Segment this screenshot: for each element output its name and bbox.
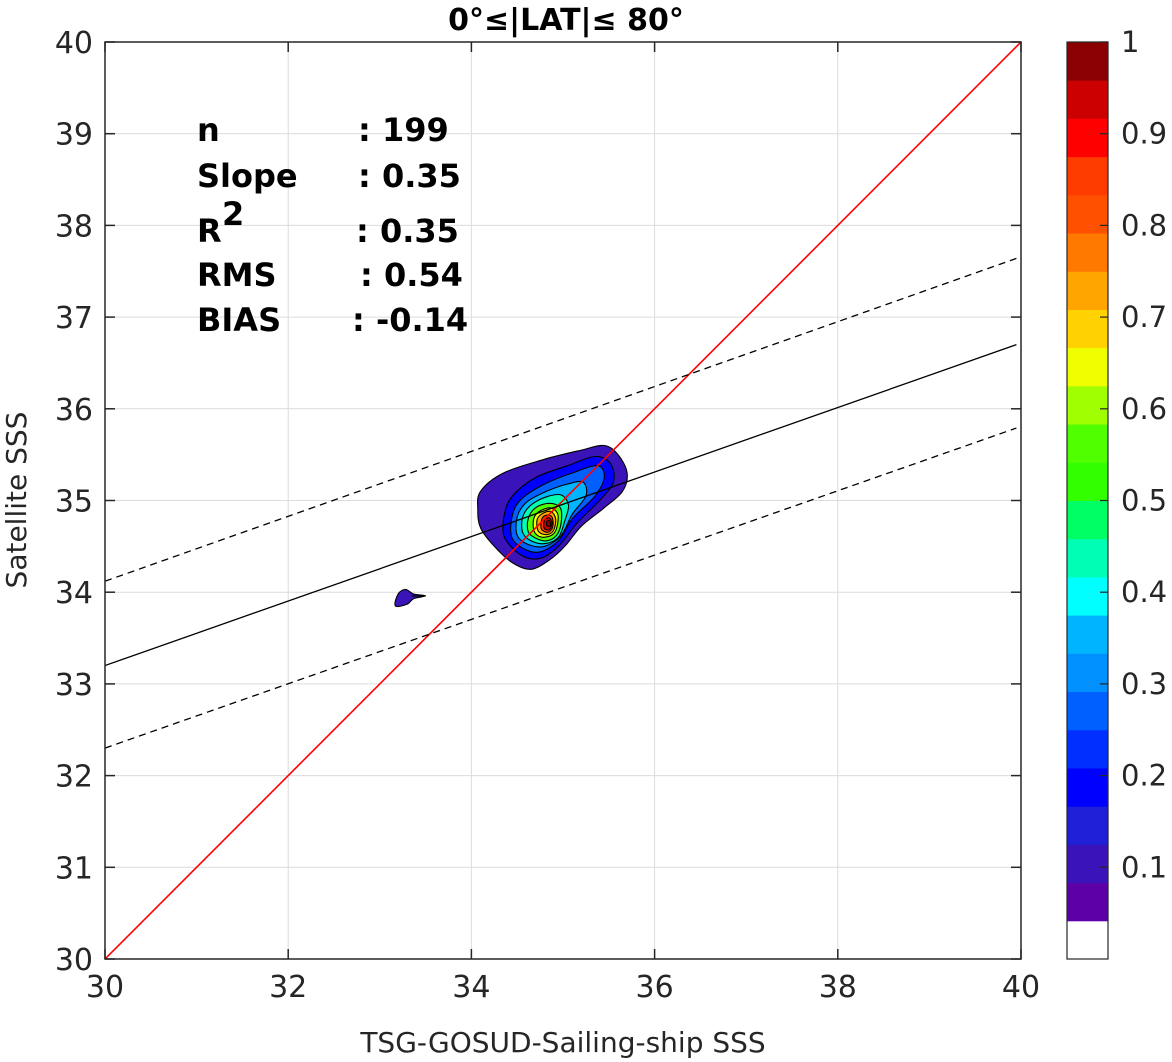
statistics-box: n : 199 Slope : 0.35 R 2 : 0.35 RMS : 0.54 BIAS : … <box>197 111 468 339</box>
colorbar-tick-label: 0.7 <box>1121 300 1167 334</box>
colorbar-segment <box>1067 80 1108 119</box>
axis-ticks: 30 32 34 36 38 40 30 31 32 33 34 35 36 37 38 39 40 <box>55 26 1040 1005</box>
colorbar-segment <box>1067 462 1108 501</box>
stat-superscript: 2 <box>222 195 244 233</box>
y-tick-label: 32 <box>55 760 93 795</box>
colorbar-segment <box>1067 309 1108 349</box>
stat-value: : 0.35 <box>358 157 461 195</box>
stat-value: : 0.35 <box>356 212 459 250</box>
y-tick-label: 37 <box>55 301 93 336</box>
y-tick-label: 34 <box>55 576 93 611</box>
colorbar-segment <box>1067 576 1108 616</box>
colorbar-segment <box>1067 653 1108 693</box>
colorbar-tick-label: 1 <box>1121 25 1139 59</box>
colorbar-segment <box>1067 806 1108 845</box>
stat-name: RMS <box>197 256 277 294</box>
colorbar-segment <box>1067 233 1108 272</box>
y-axis-title: Satellite SSS <box>0 412 33 589</box>
y-tick-label: 35 <box>55 485 93 520</box>
colorbar: 0.1 0.2 0.3 0.4 0.5 0.6 0.7 0.8 0.9 1 <box>1066 25 1167 960</box>
colorbar-segment <box>1067 538 1108 578</box>
stat-name: n <box>197 111 220 149</box>
x-axis-title: TSG-GOSUD-Sailing-ship SSS <box>359 1026 765 1059</box>
stat-name: R <box>197 212 222 250</box>
y-tick-label: 38 <box>55 209 93 244</box>
colorbar-segment <box>1067 42 1108 81</box>
colorbar-segment <box>1067 347 1108 387</box>
x-tick-label: 38 <box>819 970 857 1005</box>
colorbar-segment <box>1067 194 1108 234</box>
upper-bound-line <box>105 257 1017 582</box>
colorbar-tick-label: 0.4 <box>1121 575 1167 609</box>
colorbar-segment <box>1067 882 1108 922</box>
y-tick-label: 33 <box>55 668 93 703</box>
colorbar-tick-label: 0.8 <box>1121 208 1167 242</box>
stat-name: BIAS <box>197 301 281 339</box>
colorbar-tick-label: 0.9 <box>1121 117 1167 151</box>
colorbar-tick-label: 0.2 <box>1121 759 1167 793</box>
colorbar-tick-label: 0.3 <box>1121 667 1167 701</box>
y-tick-label: 40 <box>55 26 93 61</box>
chart-title: 0°≤|LAT|≤ 80° <box>448 3 684 38</box>
x-tick-label: 32 <box>269 970 307 1005</box>
y-tick-label: 36 <box>55 393 93 428</box>
stat-value: : -0.14 <box>352 301 468 339</box>
stat-name: Slope <box>197 157 298 195</box>
colorbar-segment <box>1067 691 1108 731</box>
y-tick-label: 39 <box>55 118 93 153</box>
y-tick-label: 31 <box>55 851 93 886</box>
colorbar-segment <box>1067 424 1108 463</box>
x-tick-label: 36 <box>636 970 674 1005</box>
reference-lines <box>105 42 1021 959</box>
plot-frame <box>104 41 1022 960</box>
colorbar-segment <box>1067 920 1108 960</box>
stat-value: : 0.54 <box>360 256 463 294</box>
x-tick-label: 34 <box>452 970 490 1005</box>
colorbar-segment <box>1067 844 1108 884</box>
grid <box>104 41 1022 960</box>
colorbar-segment <box>1067 271 1108 310</box>
colorbar-tick-label: 0.5 <box>1121 484 1167 518</box>
x-tick-label: 30 <box>86 970 124 1005</box>
lower-bound-line <box>105 427 1017 749</box>
colorbar-segment <box>1067 615 1108 654</box>
colorbar-tick-label: 0.1 <box>1121 850 1167 884</box>
x-tick-label: 40 <box>1002 970 1040 1005</box>
colorbar-segment <box>1067 500 1108 540</box>
stat-value: : 199 <box>358 111 449 149</box>
colorbar-segment <box>1067 118 1108 158</box>
y-tick-label: 30 <box>55 943 93 978</box>
colorbar-segment <box>1067 385 1108 425</box>
colorbar-segment <box>1067 729 1108 769</box>
colorbar-tick-label: 0.6 <box>1121 392 1167 426</box>
contour-level-1 <box>545 519 552 527</box>
colorbar-segment <box>1067 767 1108 807</box>
regression-line <box>105 343 1017 667</box>
colorbar-segment <box>1067 156 1108 196</box>
one-to-one-line <box>105 42 1021 959</box>
contour-level-0-05 <box>394 588 427 608</box>
